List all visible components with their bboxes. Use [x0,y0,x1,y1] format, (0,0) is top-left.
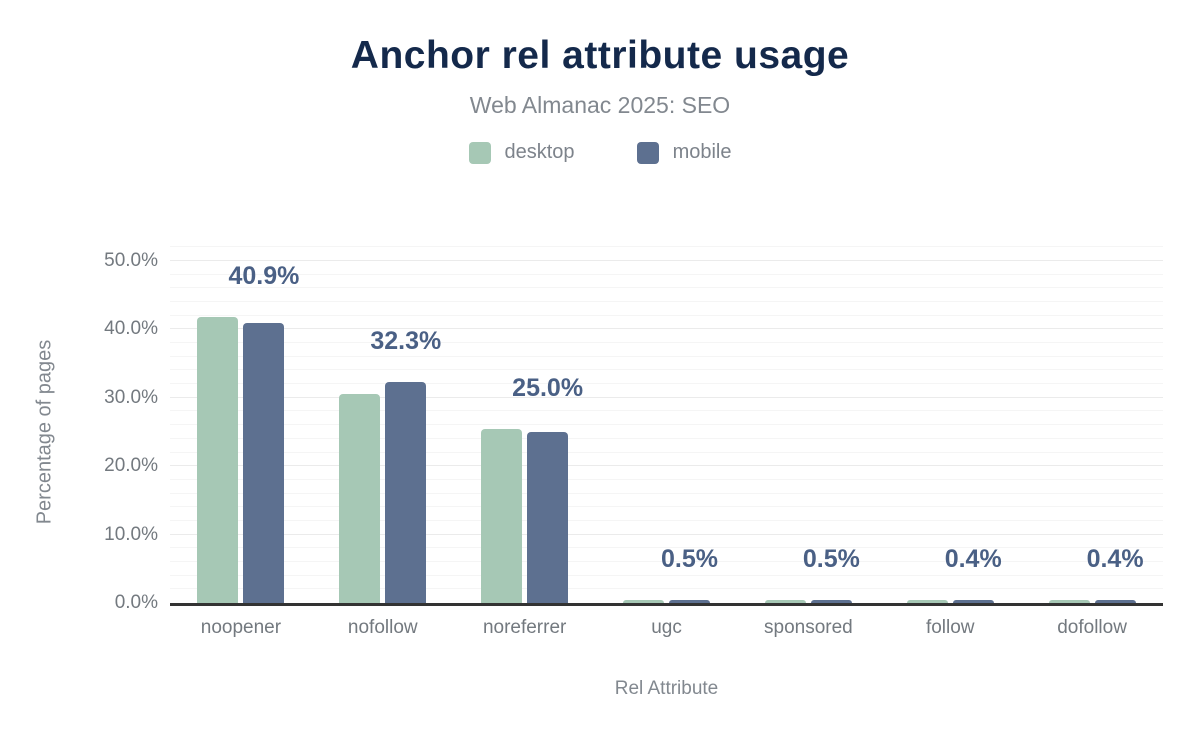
minor-gridline [170,301,1163,303]
bar-group-sponsored: 0.5% [737,247,879,606]
minor-gridline [170,519,1163,521]
legend-swatch-mobile [636,141,659,164]
x-category-noreferrer: noreferrer [482,617,567,638]
legend-item-mobile[interactable]: mobile [636,141,732,164]
bar-group-dofollow: 0.4% [1021,247,1163,606]
minor-gridline [170,506,1163,508]
x-axis-category-labels: noopener nofollow noreferrer ugc sponsored fo… [170,617,1163,639]
bar-desktop-noopener [197,317,239,603]
x-category-ugc: ugc [651,617,682,638]
major-gridline [170,396,1163,398]
x-category-nofollow: nofollow [347,617,418,638]
x-category-noopener: noopener [200,617,282,638]
y-tick-30: 30.0% [104,386,158,408]
bar-mobile-noopener [243,323,285,603]
minor-gridline [170,574,1163,576]
x-category-follow: follow [925,617,975,638]
minor-gridline [170,424,1163,426]
bar-mobile-noreferrer [527,432,569,603]
minor-gridline [170,410,1163,412]
minor-gridline [170,478,1163,480]
major-gridline [170,328,1163,330]
minor-gridline [170,588,1163,590]
bar-group-ugc: 0.5% [596,247,738,606]
bar-mobile-sponsored [810,599,852,603]
minor-gridline [170,451,1163,453]
y-tick-0: 0.0% [114,592,158,613]
minor-gridline [170,383,1163,385]
minor-gridline [170,547,1163,549]
chart-subtitle: Web Almanac 2025: SEO [469,92,731,118]
major-gridline [170,533,1163,535]
y-tick-20: 20.0% [104,455,158,477]
chart-title: Anchor rel attribute usage [350,34,850,77]
bar-group-noreferrer: 25.0% [454,247,596,606]
legend-swatch-desktop [468,141,491,164]
bar-desktop-noreferrer [481,429,523,603]
bar-desktop-ugc [622,599,664,603]
minor-gridline [170,342,1163,344]
x-axis-title: Rel Attribute [614,678,719,699]
plot-area: 40.9% 32.3% 25.0% 0.5% 0.5% 0.4% 0.4% [170,246,1163,606]
bar-desktop-dofollow [1048,600,1090,603]
minor-gridline [170,492,1163,494]
x-axis-line [170,603,1163,606]
bar-group-follow: 0.4% [879,247,1021,606]
y-tick-40: 40.0% [104,318,158,340]
data-label-sponsored: 0.5% [802,544,860,573]
data-label-ugc: 0.5% [660,544,718,573]
y-axis-title: Percentage of pages [33,339,56,525]
y-axis-tick-labels: 0.0% 10.0% 20.0% 30.0% 40.0% 50.0% [0,247,158,613]
major-gridline [170,465,1163,467]
bar-mobile-ugc [668,599,710,603]
bar-desktop-sponsored [764,599,806,603]
y-tick-50: 50.0% [104,250,158,271]
data-label-noreferrer: 25.0% [512,374,584,403]
legend-label: desktop [504,141,575,163]
minor-gridline [170,560,1163,562]
data-label-nofollow: 32.3% [370,327,442,356]
minor-gridline [170,369,1163,371]
minor-gridline [170,246,1163,248]
legend-label: mobile [672,141,732,163]
x-category-sponsored: sponsored [764,617,853,638]
data-label-follow: 0.4% [944,545,1002,574]
bar-mobile-follow [952,600,994,603]
minor-gridline [170,273,1163,275]
legend-item-desktop[interactable]: desktop [468,141,575,164]
bar-group-noopener: 40.9% [170,247,312,606]
data-label-dofollow: 0.4% [1086,545,1144,574]
major-gridline [170,260,1163,261]
legend: desktop mobile [0,141,1200,164]
bar-group-nofollow: 32.3% [312,247,454,606]
minor-gridline [170,287,1163,289]
bar-desktop-nofollow [339,393,381,603]
bar-mobile-nofollow [385,382,427,603]
minor-gridline [170,314,1163,316]
x-category-dofollow: dofollow [1057,617,1127,638]
bar-desktop-follow [906,600,948,603]
y-tick-10: 10.0% [104,523,158,545]
bar-mobile-dofollow [1094,600,1136,603]
minor-gridline [170,437,1163,439]
minor-gridline [170,355,1163,357]
data-label-noopener: 40.9% [228,262,300,291]
